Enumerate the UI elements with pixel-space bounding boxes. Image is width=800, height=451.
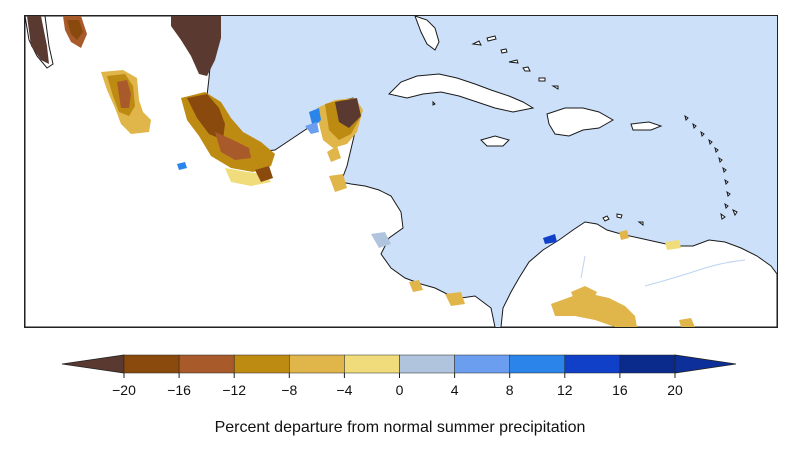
legend-tick-label: 20 bbox=[667, 382, 683, 398]
legend-swatch bbox=[178, 354, 235, 374]
land-cuba bbox=[388, 73, 535, 113]
legend-swatch bbox=[233, 354, 290, 374]
color-legend: −20 −16 −12 −8 −4 0 4 8 12 16 20 bbox=[0, 345, 800, 451]
land-puerto-rico bbox=[630, 121, 663, 131]
legend-tick-label: 4 bbox=[451, 382, 459, 398]
legend-tick-label: −4 bbox=[336, 382, 352, 398]
legend-ticks: −20 −16 −12 −8 −4 0 4 8 12 16 20 bbox=[112, 373, 683, 398]
legend-swatch bbox=[619, 354, 676, 374]
legend-tick-label: −16 bbox=[167, 382, 191, 398]
land-florida bbox=[414, 16, 440, 51]
legend-arrow-high bbox=[674, 354, 737, 374]
legend-tick-label: −8 bbox=[281, 382, 297, 398]
land-hispaniola bbox=[546, 107, 615, 137]
inland-water bbox=[580, 255, 746, 287]
legend-arrow-low bbox=[61, 354, 125, 374]
legend-swatch bbox=[344, 354, 400, 374]
legend-swatch bbox=[123, 354, 180, 374]
legend-swatch bbox=[399, 354, 455, 374]
precipitation-map bbox=[24, 15, 778, 328]
land-south-america bbox=[500, 221, 777, 327]
legend-swatch bbox=[564, 354, 621, 374]
legend-swatch bbox=[289, 354, 345, 374]
map-canvas bbox=[25, 16, 777, 327]
small-islands bbox=[432, 35, 738, 226]
legend-swatch bbox=[509, 354, 566, 374]
legend-swatches bbox=[61, 354, 737, 374]
anomaly-layer bbox=[27, 16, 695, 327]
legend-tick-label: 8 bbox=[506, 382, 514, 398]
legend-tick-label: 0 bbox=[396, 382, 404, 398]
legend-caption: Percent departure from normal summer pre… bbox=[214, 419, 586, 436]
legend-tick-label: 16 bbox=[612, 382, 628, 398]
legend-tick-label: −12 bbox=[222, 382, 246, 398]
legend-swatch bbox=[454, 354, 510, 374]
legend-tick-label: −20 bbox=[112, 382, 136, 398]
legend-tick-label: 12 bbox=[557, 382, 573, 398]
legend-bar: −20 −16 −12 −8 −4 0 4 8 12 16 20 bbox=[61, 354, 737, 398]
land-jamaica bbox=[480, 135, 510, 147]
